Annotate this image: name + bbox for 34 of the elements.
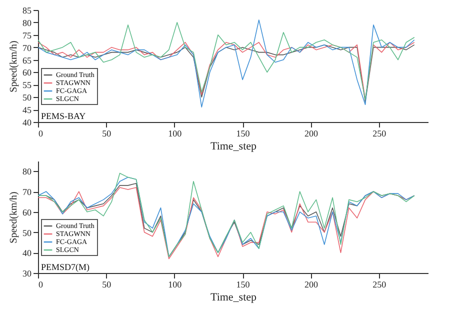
y-tick-label: 85 xyxy=(22,6,32,16)
x-tick-label: 50 xyxy=(102,280,112,290)
y-tick-label: 50 xyxy=(22,228,32,238)
y-tick-label: 80 xyxy=(22,18,32,28)
y-tick-label: 60 xyxy=(22,207,32,218)
y-tick-label: 55 xyxy=(22,80,32,90)
annotation: PEMS-BAY xyxy=(41,111,86,121)
x-tick-label: 150 xyxy=(236,128,250,138)
x-tick-label: 250 xyxy=(372,280,387,290)
x-tick-label: 0 xyxy=(38,128,44,138)
y-axis-title: Speed(km/h) xyxy=(8,40,20,92)
y-tick-label: 45 xyxy=(22,105,32,116)
annotation: PEMSD7(M) xyxy=(41,262,90,272)
x-tick-label: 50 xyxy=(102,128,112,138)
x-tick-label: 200 xyxy=(304,280,318,290)
y-tick-label: 75 xyxy=(22,30,32,40)
x-tick-label: 0 xyxy=(38,280,44,290)
y-tick-label: 60 xyxy=(22,68,32,78)
x-axis-title: Time_step xyxy=(210,140,258,152)
y-axis-title: Speed(km/h) xyxy=(8,192,20,244)
y-tick-label: 70 xyxy=(22,187,32,198)
y-tick-label: 80 xyxy=(22,166,32,177)
x-tick-label: 150 xyxy=(236,280,250,290)
x-tick-label: 100 xyxy=(168,280,182,290)
x-tick-label: 250 xyxy=(372,128,387,138)
y-tick-label: 65 xyxy=(22,55,32,66)
x-tick-label: 100 xyxy=(168,128,182,138)
y-tick-label: 40 xyxy=(22,118,32,128)
x-tick-label: 200 xyxy=(304,128,318,138)
x-axis-title: Time_step xyxy=(210,292,258,304)
y-tick-label: 70 xyxy=(22,42,32,53)
y-tick-label: 30 xyxy=(22,268,32,278)
y-tick-label: 40 xyxy=(22,248,32,258)
y-tick-label: 50 xyxy=(22,92,32,103)
